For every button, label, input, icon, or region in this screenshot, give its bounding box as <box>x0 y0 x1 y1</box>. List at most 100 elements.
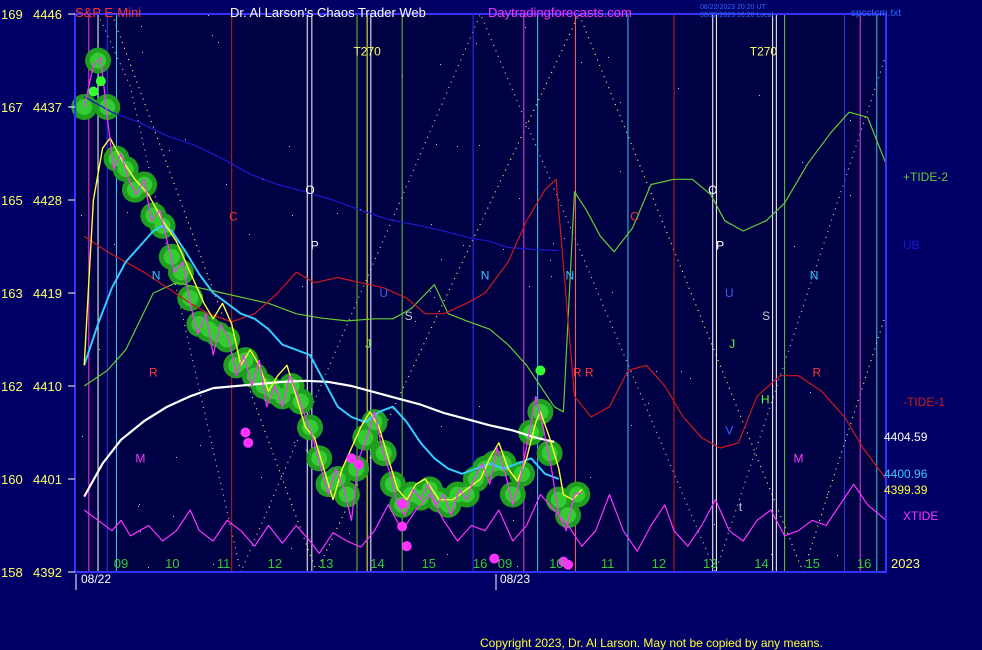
x-hour-label: 15 <box>422 556 436 571</box>
star-dot <box>631 425 632 426</box>
star-dot <box>810 392 811 393</box>
star-dot <box>620 171 621 172</box>
star-dot <box>169 150 170 151</box>
star-dot <box>139 504 140 505</box>
price-halo <box>71 47 591 529</box>
label-price-white: 4404.59 <box>884 430 928 444</box>
label-xtide: XTIDE <box>903 509 938 523</box>
turn-marker <box>563 559 574 570</box>
star-dot <box>185 139 186 140</box>
turn-marker <box>397 498 408 509</box>
x-hour-label: 13 <box>319 556 333 571</box>
star-dot <box>415 321 416 322</box>
planet-label: V <box>725 424 733 438</box>
star-dot <box>463 245 464 246</box>
y-tick-label-left: 167 <box>1 100 23 115</box>
star-dot <box>441 259 442 260</box>
star-dot <box>457 146 458 147</box>
series-line-cyan <box>83 224 560 480</box>
planet-label: J <box>729 337 735 351</box>
x-hour-label: 12 <box>652 556 666 571</box>
x-axis: 09 10 11 12 13 14 15 16 09 10 11 12 13 14 15 16 08/22 08/… <box>75 556 920 590</box>
planet-label: M <box>793 451 803 465</box>
star-dot <box>431 224 432 225</box>
star-dot <box>95 100 96 101</box>
star-dot <box>681 371 682 372</box>
star-dot <box>550 260 551 261</box>
planet-label: C <box>229 210 238 224</box>
star-dot <box>690 378 691 379</box>
y-tick-label-price: 4401 <box>33 472 62 487</box>
turn-marker <box>353 459 364 470</box>
star-dot <box>434 297 435 298</box>
star-dot <box>360 209 361 210</box>
planet-label: R <box>585 366 594 380</box>
star-dot <box>306 450 307 451</box>
planet-label: J <box>365 337 371 351</box>
symbol-title: S&P E-Mini <box>75 5 141 20</box>
star-dot <box>519 198 520 199</box>
star-dot <box>476 43 477 44</box>
halo-blob <box>311 450 328 467</box>
y-tick-label-left: 169 <box>1 7 23 22</box>
star-dot <box>294 442 295 443</box>
halo-blob <box>172 264 189 281</box>
y-tick-label-price: 4437 <box>33 100 62 115</box>
star-dot <box>656 371 657 372</box>
star-dot <box>771 554 772 555</box>
x-hour-label: 12 <box>268 556 282 571</box>
star-dot <box>513 520 514 521</box>
label-price-cyan: 4400.96 <box>884 467 928 481</box>
timestamp-ut: 08/22/2023 20:20 UT <box>700 4 766 11</box>
star-dot <box>551 276 552 277</box>
planet-label: N <box>152 269 161 283</box>
planet-label: U <box>725 286 734 300</box>
y-tick-label-left: 160 <box>1 472 23 487</box>
star-dot <box>503 249 504 250</box>
star-dot <box>827 494 828 495</box>
planet-label: P <box>311 239 319 253</box>
star-dot <box>648 403 649 404</box>
planet-label: H <box>761 393 770 407</box>
star-dot <box>620 102 621 103</box>
x-hour-label: 16 <box>473 556 487 571</box>
turn-marker <box>401 541 412 552</box>
copyright-notice: Copyright 2023, Dr. Al Larson. May not b… <box>480 636 823 650</box>
star-dot <box>590 477 591 478</box>
halo-blob <box>292 393 309 410</box>
x-hour-label: 09 <box>114 556 128 571</box>
halo-blob <box>163 248 180 265</box>
star-dot <box>218 42 219 43</box>
star-dot <box>81 215 82 216</box>
star-dot <box>678 88 679 89</box>
star-dot <box>269 507 270 508</box>
timestamp-local: 08/22/2023 16:20 Local <box>700 12 774 19</box>
star-dot <box>291 548 292 549</box>
star-dot <box>553 243 554 244</box>
label-price-yellow: 4399.39 <box>884 483 928 497</box>
turn-marker <box>535 365 546 376</box>
planet-label: R <box>573 366 582 380</box>
x-hour-label: 16 <box>857 556 871 571</box>
halo-blob <box>560 507 577 524</box>
halo-blob <box>440 496 457 513</box>
star-dot <box>837 555 838 556</box>
star-dot <box>114 244 115 245</box>
label-tide1: -TIDE-1 <box>903 395 945 409</box>
star-dot <box>289 146 290 147</box>
star-dot <box>441 426 442 427</box>
star-dot <box>148 567 149 568</box>
star-dot <box>99 349 100 350</box>
star-dot <box>138 506 139 507</box>
star-dot <box>141 26 142 27</box>
star-dot <box>226 184 227 185</box>
star-dot <box>200 445 201 446</box>
halo-blob <box>504 486 521 503</box>
planet-label: O <box>708 183 717 197</box>
y-tick-label-left: 158 <box>1 565 23 580</box>
star-dot <box>479 145 480 146</box>
turn-marker <box>88 86 99 97</box>
series-line-xtide <box>83 483 887 554</box>
star-dot <box>850 120 851 121</box>
